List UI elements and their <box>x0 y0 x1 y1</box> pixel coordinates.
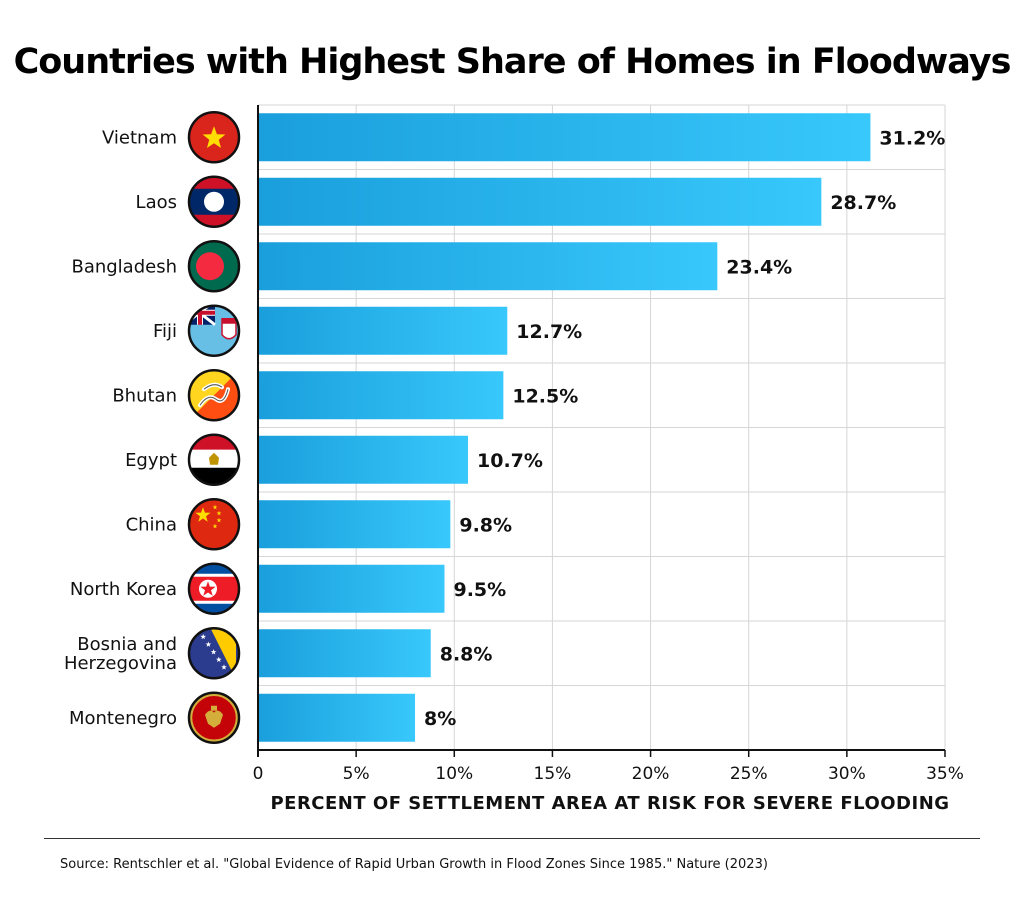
bosnia-flag-icon <box>187 627 241 680</box>
value-label: 23.4% <box>726 256 792 278</box>
value-label: 8.8% <box>440 643 493 665</box>
x-tick-label: 15% <box>534 764 572 784</box>
category-label: China <box>126 514 177 535</box>
bar-north-korea <box>259 564 445 613</box>
x-tick-label: 20% <box>632 764 670 784</box>
labels: 0 5% 10% 15% 20% 25% 30% 35% 31.2% Vietnam 28.7% La… <box>64 127 964 784</box>
value-label: 28.7% <box>830 192 896 214</box>
bar-bangladesh <box>259 242 718 291</box>
category-label: Fiji <box>153 321 177 342</box>
category-label: Bhutan <box>112 385 177 406</box>
north-korea-flag-icon <box>187 562 241 615</box>
bar-china <box>259 500 451 549</box>
bar-bhutan <box>259 371 504 420</box>
fiji-flag-icon <box>187 304 241 357</box>
montenegro-flag-icon <box>187 691 241 744</box>
laos-flag-icon <box>187 175 241 228</box>
category-label: Bangladesh <box>71 256 177 277</box>
x-tick-label: 0 <box>253 764 264 784</box>
value-label: 9.8% <box>459 514 512 536</box>
category-label: Laos <box>136 192 177 213</box>
x-axis-label: PERCENT OF SETTLEMENT AREA AT RISK FOR S… <box>270 793 950 814</box>
bar-egypt <box>259 435 469 484</box>
bangladesh-flag-icon <box>187 240 241 293</box>
value-label: 8% <box>424 708 456 730</box>
vietnam-flag-icon <box>187 111 241 164</box>
footer-divider <box>44 838 980 839</box>
x-tick-label: 30% <box>828 764 866 784</box>
flags <box>187 111 241 744</box>
source-note: Source: Rentschler et al. "Global Eviden… <box>60 857 768 872</box>
value-label: 12.7% <box>516 321 582 343</box>
category-label: North Korea <box>70 579 177 600</box>
axes <box>257 105 946 757</box>
bar-bosnia-and-herzegovina <box>259 629 431 678</box>
x-tick-label: 5% <box>343 764 370 784</box>
value-label: 10.7% <box>477 450 543 472</box>
x-tick-label: 25% <box>730 764 768 784</box>
bar-fiji <box>259 306 508 355</box>
category-label: Montenegro <box>69 708 177 729</box>
bars <box>259 113 871 742</box>
bar-montenegro <box>259 693 416 742</box>
bar-vietnam <box>259 113 871 162</box>
bhutan-flag-icon <box>187 369 241 422</box>
x-tick-label: 35% <box>926 764 964 784</box>
category-label: Egypt <box>125 450 177 471</box>
value-label: 12.5% <box>512 385 578 407</box>
x-tick-label: 10% <box>435 764 473 784</box>
chart-title: Countries with Highest Share of Homes in… <box>13 42 1012 82</box>
china-flag-icon <box>187 498 241 551</box>
value-label: 31.2% <box>879 127 945 149</box>
bar-laos <box>259 177 822 226</box>
value-label: 9.5% <box>453 579 506 601</box>
egypt-flag-icon <box>187 433 241 486</box>
category-label: Vietnam <box>102 127 177 148</box>
category-label: Bosnia and Herzegovina <box>64 634 177 674</box>
